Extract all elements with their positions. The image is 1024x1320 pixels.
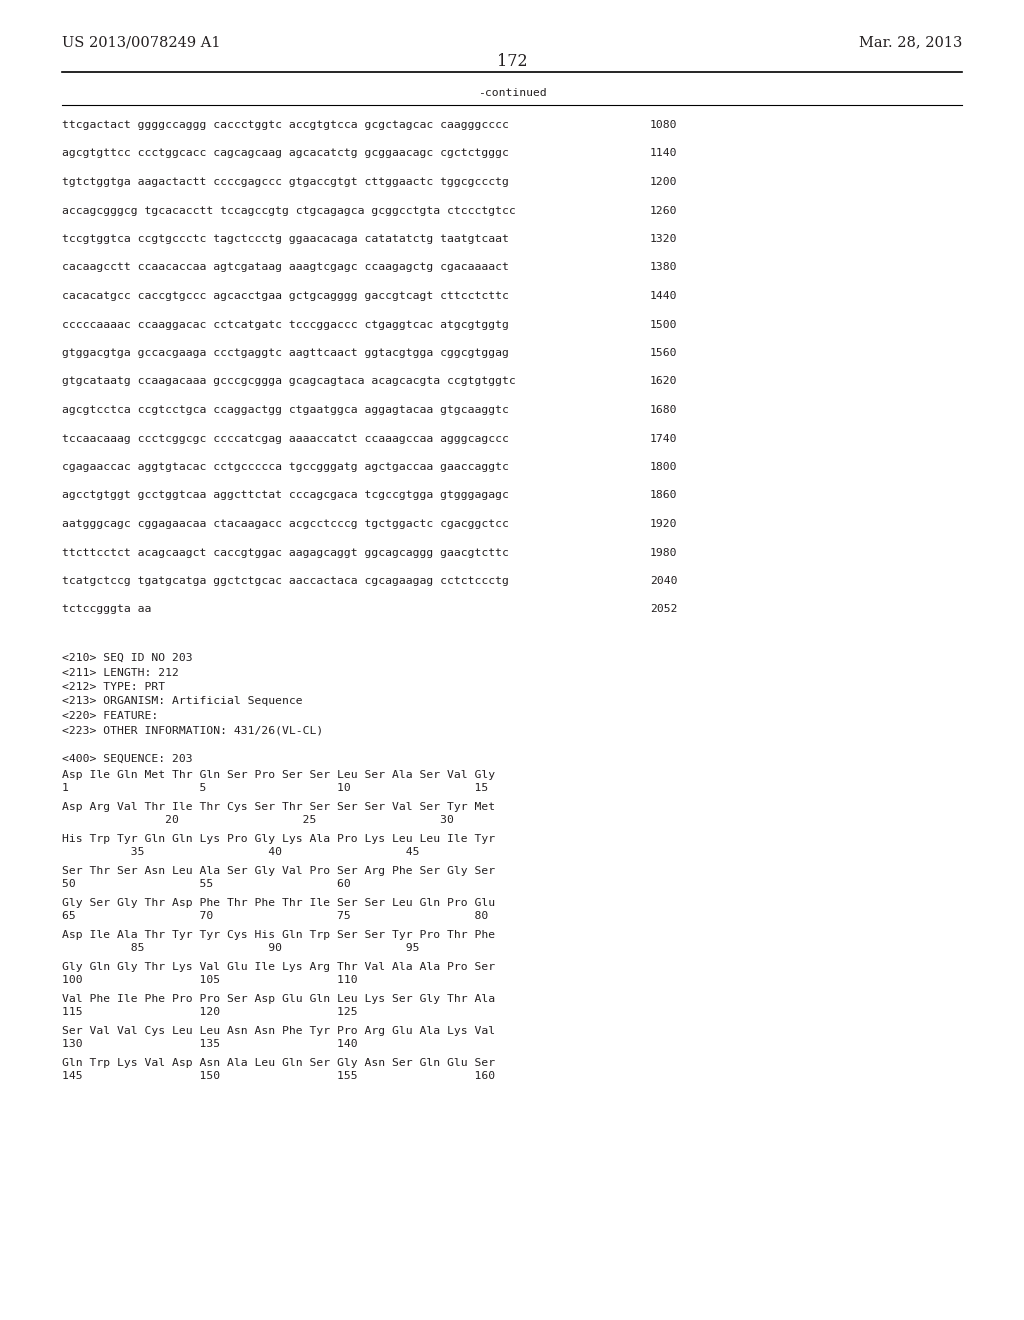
Text: 130                 135                 140: 130 135 140 bbox=[62, 1039, 357, 1049]
Text: ttcgactact ggggccaggg caccctggtc accgtgtcca gcgctagcac caagggcccc: ttcgactact ggggccaggg caccctggtc accgtgt… bbox=[62, 120, 509, 129]
Text: <223> OTHER INFORMATION: 431/26(VL-CL): <223> OTHER INFORMATION: 431/26(VL-CL) bbox=[62, 726, 324, 735]
Text: 1620: 1620 bbox=[650, 376, 678, 387]
Text: tcatgctccg tgatgcatga ggctctgcac aaccactaca cgcagaagag cctctccctg: tcatgctccg tgatgcatga ggctctgcac aaccact… bbox=[62, 576, 509, 586]
Text: His Trp Tyr Gln Gln Lys Pro Gly Lys Ala Pro Lys Leu Leu Ile Tyr: His Trp Tyr Gln Gln Lys Pro Gly Lys Ala … bbox=[62, 834, 496, 843]
Text: 1740: 1740 bbox=[650, 433, 678, 444]
Text: tgtctggtga aagactactt ccccgagccc gtgaccgtgt cttggaactc tggcgccctg: tgtctggtga aagactactt ccccgagccc gtgaccg… bbox=[62, 177, 509, 187]
Text: aatgggcagc cggagaacaa ctacaagacc acgcctcccg tgctggactc cgacggctcc: aatgggcagc cggagaacaa ctacaagacc acgcctc… bbox=[62, 519, 509, 529]
Text: 1380: 1380 bbox=[650, 263, 678, 272]
Text: cacacatgcc caccgtgccc agcacctgaa gctgcagggg gaccgtcagt cttcctcttc: cacacatgcc caccgtgccc agcacctgaa gctgcag… bbox=[62, 290, 509, 301]
Text: <212> TYPE: PRT: <212> TYPE: PRT bbox=[62, 682, 165, 692]
Text: 172: 172 bbox=[497, 53, 527, 70]
Text: 2052: 2052 bbox=[650, 605, 678, 615]
Text: gtggacgtga gccacgaaga ccctgaggtc aagttcaact ggtacgtgga cggcgtggag: gtggacgtga gccacgaaga ccctgaggtc aagttca… bbox=[62, 348, 509, 358]
Text: 85                  90                  95: 85 90 95 bbox=[62, 942, 420, 953]
Text: 1560: 1560 bbox=[650, 348, 678, 358]
Text: 115                 120                 125: 115 120 125 bbox=[62, 1007, 357, 1016]
Text: 1860: 1860 bbox=[650, 491, 678, 500]
Text: cccccaaaac ccaaggacac cctcatgatc tcccggaccc ctgaggtcac atgcgtggtg: cccccaaaac ccaaggacac cctcatgatc tcccgga… bbox=[62, 319, 509, 330]
Text: 1320: 1320 bbox=[650, 234, 678, 244]
Text: -continued: -continued bbox=[477, 88, 547, 98]
Text: <211> LENGTH: 212: <211> LENGTH: 212 bbox=[62, 668, 179, 677]
Text: US 2013/0078249 A1: US 2013/0078249 A1 bbox=[62, 36, 220, 49]
Text: 1920: 1920 bbox=[650, 519, 678, 529]
Text: 1440: 1440 bbox=[650, 290, 678, 301]
Text: cgagaaccac aggtgtacac cctgccccca tgccgggatg agctgaccaa gaaccaggtc: cgagaaccac aggtgtacac cctgccccca tgccggg… bbox=[62, 462, 509, 473]
Text: agcctgtggt gcctggtcaa aggcttctat cccagcgaca tcgccgtgga gtgggagagc: agcctgtggt gcctggtcaa aggcttctat cccagcg… bbox=[62, 491, 509, 500]
Text: 35                  40                  45: 35 40 45 bbox=[62, 847, 420, 857]
Text: Mar. 28, 2013: Mar. 28, 2013 bbox=[859, 36, 962, 49]
Text: accagcgggcg tgcacacctt tccagccgtg ctgcagagca gcggcctgta ctccctgtcc: accagcgggcg tgcacacctt tccagccgtg ctgcag… bbox=[62, 206, 516, 215]
Text: tccaacaaag ccctcggcgc ccccatcgag aaaaccatct ccaaagccaa agggcagccc: tccaacaaag ccctcggcgc ccccatcgag aaaacca… bbox=[62, 433, 509, 444]
Text: Ser Val Val Cys Leu Leu Asn Asn Phe Tyr Pro Arg Glu Ala Lys Val: Ser Val Val Cys Leu Leu Asn Asn Phe Tyr … bbox=[62, 1026, 496, 1036]
Text: 145                 150                 155                 160: 145 150 155 160 bbox=[62, 1071, 496, 1081]
Text: ttcttcctct acagcaagct caccgtggac aagagcaggt ggcagcaggg gaacgtcttc: ttcttcctct acagcaagct caccgtggac aagagca… bbox=[62, 548, 509, 557]
Text: 1800: 1800 bbox=[650, 462, 678, 473]
Text: 100                 105                 110: 100 105 110 bbox=[62, 975, 357, 985]
Text: tctccgggta aa: tctccgggta aa bbox=[62, 605, 152, 615]
Text: 1260: 1260 bbox=[650, 206, 678, 215]
Text: 20                  25                  30: 20 25 30 bbox=[62, 814, 454, 825]
Text: 1500: 1500 bbox=[650, 319, 678, 330]
Text: 1080: 1080 bbox=[650, 120, 678, 129]
Text: <400> SEQUENCE: 203: <400> SEQUENCE: 203 bbox=[62, 754, 193, 764]
Text: Gly Ser Gly Thr Asp Phe Thr Phe Thr Ile Ser Ser Leu Gln Pro Glu: Gly Ser Gly Thr Asp Phe Thr Phe Thr Ile … bbox=[62, 898, 496, 908]
Text: Gly Gln Gly Thr Lys Val Glu Ile Lys Arg Thr Val Ala Ala Pro Ser: Gly Gln Gly Thr Lys Val Glu Ile Lys Arg … bbox=[62, 962, 496, 972]
Text: Asp Ile Gln Met Thr Gln Ser Pro Ser Ser Leu Ser Ala Ser Val Gly: Asp Ile Gln Met Thr Gln Ser Pro Ser Ser … bbox=[62, 770, 496, 780]
Text: Val Phe Ile Phe Pro Pro Ser Asp Glu Gln Leu Lys Ser Gly Thr Ala: Val Phe Ile Phe Pro Pro Ser Asp Glu Gln … bbox=[62, 994, 496, 1005]
Text: <210> SEQ ID NO 203: <210> SEQ ID NO 203 bbox=[62, 653, 193, 663]
Text: 1980: 1980 bbox=[650, 548, 678, 557]
Text: 65                  70                  75                  80: 65 70 75 80 bbox=[62, 911, 488, 921]
Text: <220> FEATURE:: <220> FEATURE: bbox=[62, 711, 159, 721]
Text: tccgtggtca ccgtgccctc tagctccctg ggaacacaga catatatctg taatgtcaat: tccgtggtca ccgtgccctc tagctccctg ggaacac… bbox=[62, 234, 509, 244]
Text: <213> ORGANISM: Artificial Sequence: <213> ORGANISM: Artificial Sequence bbox=[62, 697, 303, 706]
Text: agcgtgttcc ccctggcacc cagcagcaag agcacatctg gcggaacagc cgctctgggc: agcgtgttcc ccctggcacc cagcagcaag agcacat… bbox=[62, 149, 509, 158]
Text: 1140: 1140 bbox=[650, 149, 678, 158]
Text: Asp Ile Ala Thr Tyr Tyr Cys His Gln Trp Ser Ser Tyr Pro Thr Phe: Asp Ile Ala Thr Tyr Tyr Cys His Gln Trp … bbox=[62, 931, 496, 940]
Text: 1                   5                   10                  15: 1 5 10 15 bbox=[62, 783, 488, 793]
Text: 1680: 1680 bbox=[650, 405, 678, 414]
Text: gtgcataatg ccaagacaaa gcccgcggga gcagcagtaca acagcacgta ccgtgtggtc: gtgcataatg ccaagacaaa gcccgcggga gcagcag… bbox=[62, 376, 516, 387]
Text: agcgtcctca ccgtcctgca ccaggactgg ctgaatggca aggagtacaa gtgcaaggtc: agcgtcctca ccgtcctgca ccaggactgg ctgaatg… bbox=[62, 405, 509, 414]
Text: 50                  55                  60: 50 55 60 bbox=[62, 879, 351, 888]
Text: cacaagcctt ccaacaccaa agtcgataag aaagtcgagc ccaagagctg cgacaaaact: cacaagcctt ccaacaccaa agtcgataag aaagtcg… bbox=[62, 263, 509, 272]
Text: Gln Trp Lys Val Asp Asn Ala Leu Gln Ser Gly Asn Ser Gln Glu Ser: Gln Trp Lys Val Asp Asn Ala Leu Gln Ser … bbox=[62, 1059, 496, 1068]
Text: Asp Arg Val Thr Ile Thr Cys Ser Thr Ser Ser Ser Val Ser Tyr Met: Asp Arg Val Thr Ile Thr Cys Ser Thr Ser … bbox=[62, 803, 496, 812]
Text: 1200: 1200 bbox=[650, 177, 678, 187]
Text: Ser Thr Ser Asn Leu Ala Ser Gly Val Pro Ser Arg Phe Ser Gly Ser: Ser Thr Ser Asn Leu Ala Ser Gly Val Pro … bbox=[62, 866, 496, 876]
Text: 2040: 2040 bbox=[650, 576, 678, 586]
